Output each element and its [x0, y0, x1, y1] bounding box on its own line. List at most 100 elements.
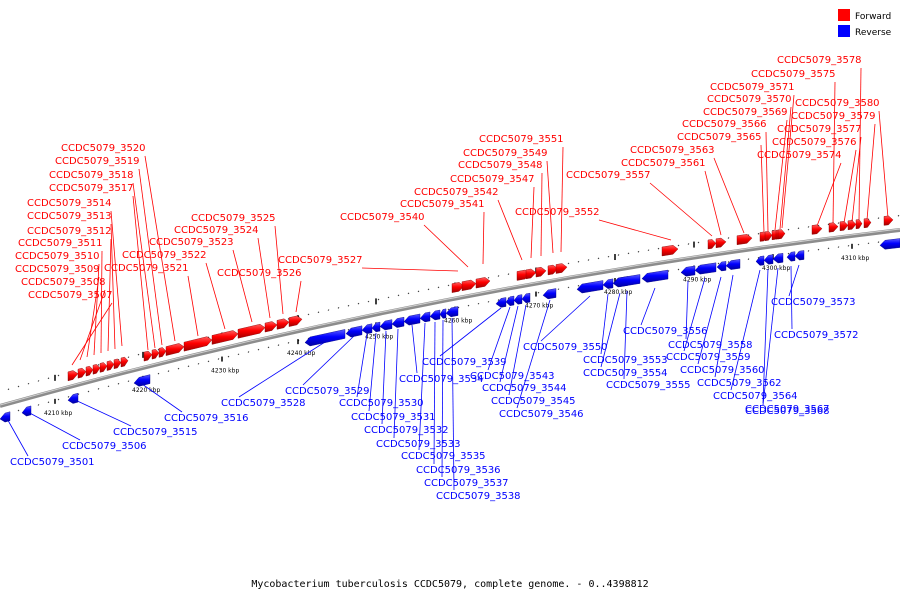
reverse-leader-line — [141, 383, 183, 413]
forward-gene-label: CCDC5079_3527 — [278, 255, 363, 266]
forward-leader-line — [713, 157, 745, 234]
forward-leader-line — [832, 81, 836, 225]
reverse-gene-label: CCDC5079_3562 — [697, 378, 782, 389]
reverse-leader-line — [508, 304, 527, 396]
minor-tick — [607, 255, 610, 258]
forward-gene-feature — [158, 347, 167, 358]
forward-leader-line — [704, 170, 722, 236]
reverse-gene-feature — [361, 323, 373, 334]
reverse-gene-label: CCDC5079_3546 — [499, 409, 584, 420]
legend-forward-swatch — [838, 9, 850, 21]
minor-tick — [177, 367, 180, 370]
minor-tick — [717, 262, 720, 265]
forward-leader-line — [851, 136, 862, 223]
reverse-gene-feature — [403, 313, 421, 326]
reverse-gene-feature — [379, 319, 393, 331]
forward-gene-label: CCDC5079_3519 — [55, 156, 140, 167]
reverse-gene-label: CCDC5079_3564 — [713, 391, 798, 402]
reverse-leader-line — [368, 332, 377, 412]
minor-tick — [187, 365, 190, 368]
forward-gene-label: CCDC5079_3547 — [450, 174, 535, 185]
minor-tick — [57, 374, 60, 377]
minor-tick — [267, 346, 270, 349]
gene-labels: CCDC5079_3507 CCDC5079_3508 CCDC5079_3509 C… — [10, 55, 880, 502]
forward-leader-line — [187, 275, 199, 337]
reverse-gene-label: CCDC5079_3550 — [523, 342, 608, 353]
legend-forward-label: Forward — [855, 12, 891, 22]
minor-tick — [837, 246, 840, 248]
reverse-leader-line — [640, 287, 656, 326]
forward-gene-feature — [661, 245, 679, 257]
minor-tick — [497, 275, 500, 277]
forward-gene-feature — [855, 219, 863, 230]
forward-leader-line — [765, 131, 769, 232]
reverse-leader-line — [697, 276, 722, 365]
forward-gene-label: CCDC5079_3508 — [21, 277, 106, 288]
reverse-gene-feature — [755, 255, 765, 266]
forward-leader-line — [232, 249, 253, 323]
forward-gene-feature — [839, 221, 849, 232]
minor-tick — [507, 297, 510, 299]
minor-tick — [327, 309, 330, 311]
forward-gene-label: CCDC5079_3521 — [104, 263, 189, 274]
forward-leader-line — [144, 155, 176, 342]
forward-gene-feature — [777, 229, 786, 240]
forward-gene-label: CCDC5079_3526 — [217, 268, 302, 279]
forward-leader-line — [546, 160, 554, 254]
minor-tick — [597, 257, 600, 260]
forward-gene-feature — [85, 365, 94, 377]
minor-tick — [397, 294, 400, 297]
forward-leader-line — [843, 149, 857, 224]
gene-features — [0, 215, 900, 423]
reverse-gene-feature — [67, 392, 79, 404]
reverse-leader-line — [411, 324, 418, 374]
minor-tick — [897, 214, 900, 217]
minor-tick — [727, 261, 730, 263]
minor-tick — [47, 401, 50, 404]
minor-tick — [577, 284, 580, 287]
minor-tick — [877, 241, 880, 243]
reverse-leader-line — [685, 280, 689, 340]
forward-gene-label: CCDC5079_3510 — [15, 251, 100, 262]
minor-tick — [747, 258, 750, 261]
minor-tick — [357, 302, 360, 305]
forward-gene-feature — [715, 237, 727, 249]
reverse-gene-label: CCDC5079_3535 — [401, 451, 486, 462]
forward-gene-feature — [120, 356, 129, 368]
minor-tick — [7, 388, 10, 391]
minor-tick — [807, 226, 810, 228]
forward-leader-line — [132, 195, 149, 351]
minor-tick — [447, 284, 450, 287]
reverse-gene-label: CCDC5079_3537 — [424, 478, 509, 489]
minor-tick — [507, 273, 510, 275]
reverse-gene-label: CCDC5079_3559 — [666, 352, 751, 363]
forward-gene-label: CCDC5079_3566 — [682, 119, 767, 130]
reverse-leader-line — [4, 414, 29, 457]
reverse-leader-line — [540, 295, 591, 342]
minor-tick — [417, 290, 420, 293]
minor-tick — [287, 342, 290, 344]
forward-leader-line — [649, 182, 713, 237]
forward-gene-label: CCDC5079_3511 — [18, 238, 103, 249]
minor-tick — [127, 380, 130, 383]
minor-tick — [617, 254, 620, 256]
forward-leader-line — [110, 223, 116, 350]
tick-label: 4290 kbp — [683, 277, 711, 284]
reverse-gene-label: CCDC5079_3531 — [351, 412, 436, 423]
genome-backbone — [0, 228, 900, 408]
reverse-gene-label: CCDC5079_3543 — [470, 371, 555, 382]
forward-leader-line — [79, 289, 106, 361]
reverse-gene-feature — [21, 405, 32, 417]
minor-tick — [627, 252, 630, 255]
forward-leader-line — [779, 106, 792, 230]
reverse-leader-line — [623, 290, 628, 380]
minor-tick — [17, 409, 20, 412]
minor-tick — [87, 390, 90, 393]
forward-gene-feature — [828, 222, 839, 233]
forward-leader-line — [858, 67, 862, 222]
forward-leader-line — [295, 280, 302, 313]
minor-tick — [807, 250, 810, 252]
reverse-gene-label: CCDC5079_3506 — [62, 441, 147, 452]
reverse-gene-feature — [716, 261, 727, 272]
